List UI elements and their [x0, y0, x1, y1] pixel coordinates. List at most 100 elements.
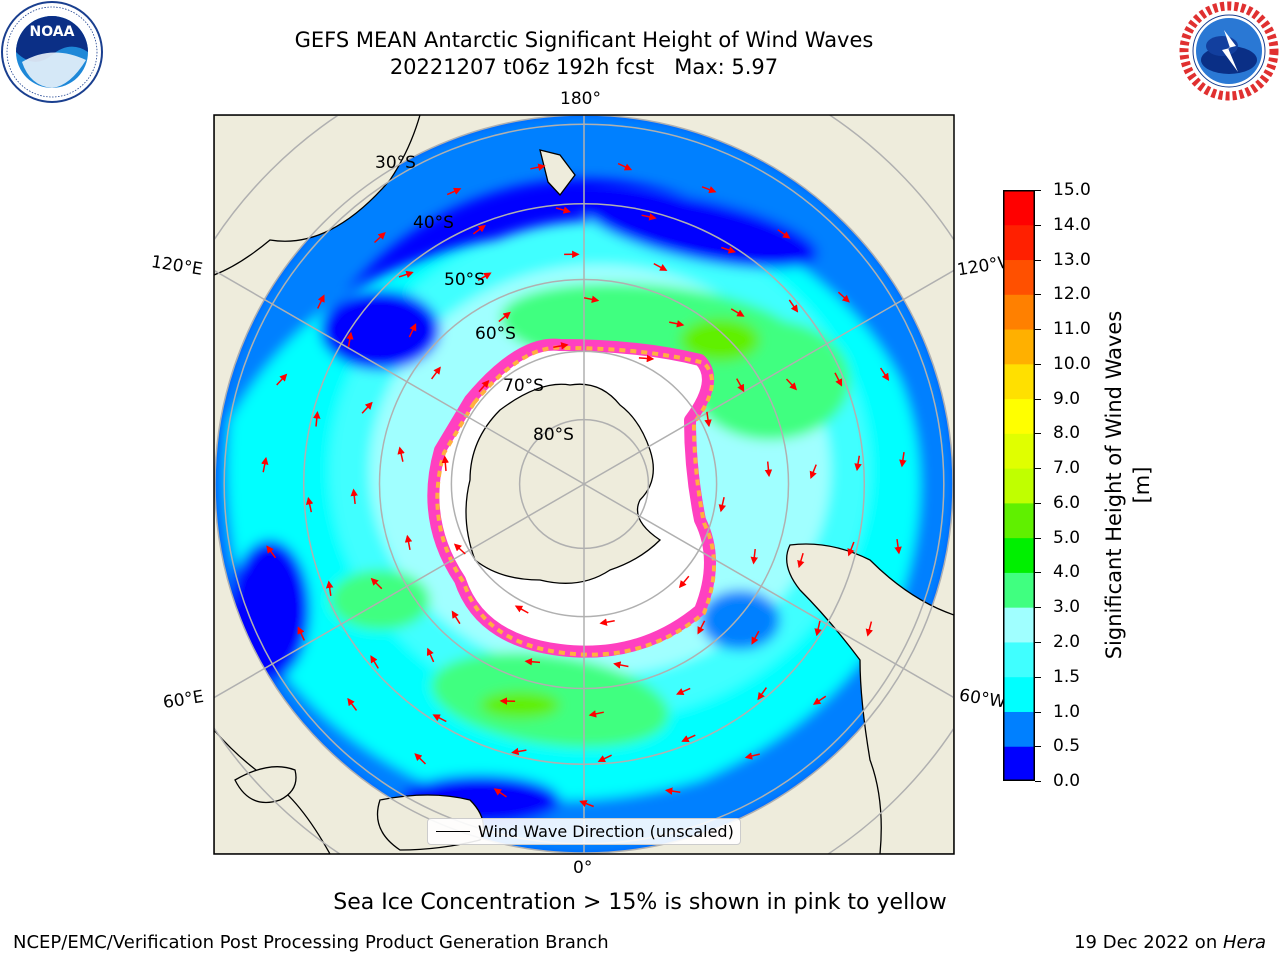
- wind-wave-arrow: [879, 367, 890, 381]
- lat-label-70s: 70°S: [503, 376, 544, 396]
- wind-wave-arrow: [653, 262, 668, 271]
- colorbar-tick-label: 15.0: [1053, 180, 1091, 200]
- colorbar-tick-label: 6.0: [1053, 492, 1081, 513]
- colorbar-segment: [1003, 329, 1035, 365]
- colorbar-tick-label: 8.0: [1053, 423, 1081, 444]
- noaa-logo-text: NOAA: [30, 24, 75, 40]
- wind-wave-arrow: [361, 401, 373, 414]
- wind-wave-arrow: [266, 545, 277, 559]
- new-zealand-land: [539, 149, 576, 197]
- colorbar-tick-mark: [1035, 398, 1041, 400]
- colorbar-tick-label: 1.5: [1053, 666, 1081, 687]
- wind-wave-arrow: [414, 753, 427, 765]
- graticule: [214, 115, 954, 854]
- colorbar-tick-mark: [1035, 329, 1041, 331]
- colorbar-tick-mark: [1035, 676, 1041, 678]
- colorbar-label: Significant Height of Wind Waves [m]: [1102, 310, 1154, 660]
- wind-wave-arrow: [678, 575, 690, 589]
- wind-wave-arrow: [718, 497, 726, 513]
- wind-wave-arrow: [721, 246, 737, 254]
- lat-label-50s: 50°S: [444, 270, 485, 290]
- wind-wave-arrow: [812, 695, 827, 705]
- wind-wave-arrow: [432, 714, 447, 723]
- wind-wave-arrow: [757, 687, 768, 701]
- wind-wave-arrow: [446, 187, 462, 196]
- colorbar-segment: [1003, 398, 1035, 434]
- meridian-line: [214, 483, 585, 699]
- colorbar-segment: [1003, 433, 1035, 469]
- colorbar-segment: [1003, 746, 1035, 781]
- colorbar-tick-mark: [1035, 572, 1041, 574]
- date-label: 19 Dec 2022 on: [1074, 932, 1223, 953]
- wind-wave-arrow: [404, 534, 413, 551]
- colorbar-tick-mark: [1035, 363, 1041, 365]
- wind-wave-arrow: [599, 618, 615, 626]
- colorbar-tick-label: 9.0: [1053, 388, 1081, 409]
- map-legend: Wind Wave Direction (unscaled): [427, 818, 741, 845]
- wind-wave-arrow: [588, 710, 604, 718]
- wind-wave-arrows: [261, 162, 907, 808]
- colorbar-tick-mark: [1035, 468, 1041, 470]
- chart-subtitle: 20221207 t06z 192h fcst Max: 5.97: [389, 55, 779, 79]
- lat-label-30s: 30°S: [375, 153, 416, 173]
- colorbar-tick-label: 11.0: [1053, 319, 1091, 340]
- lat-label-80s: 80°S: [533, 425, 574, 445]
- south-america-land: [786, 543, 954, 854]
- colorbar-segment: [1003, 502, 1035, 539]
- wind-wave-arrow: [276, 373, 288, 386]
- wind-wave-arrow: [834, 372, 843, 387]
- wind-wave-arrow: [350, 488, 358, 504]
- lon-label-180: 180°: [560, 89, 601, 109]
- wind-wave-arrow: [681, 734, 696, 742]
- machine-name: Hera: [1222, 932, 1266, 953]
- colorbar-tick-label: 3.0: [1053, 597, 1081, 618]
- colorbar-tick-mark: [1035, 190, 1041, 191]
- colorbar-tick-mark: [1035, 502, 1041, 504]
- wind-wave-arrow: [511, 747, 527, 756]
- wind-wave-arrow: [764, 461, 773, 478]
- wind-wave-arrow: [809, 464, 817, 479]
- wind-wave-arrow: [426, 647, 435, 663]
- colorbar-segment: [1003, 641, 1035, 678]
- wind-wave-arrow: [370, 655, 379, 669]
- legend-label: Wind Wave Direction (unscaled): [478, 822, 734, 841]
- colorbar-tick-label: 14.0: [1053, 214, 1091, 235]
- wind-wave-arrow: [453, 543, 466, 555]
- wind-wave-arrow: [347, 697, 358, 711]
- wind-wave-arrow: [697, 620, 706, 635]
- noaa-logo: NOAA: [1, 1, 103, 103]
- colorbar-tick-mark: [1035, 607, 1041, 609]
- colorbar-segment: [1003, 468, 1035, 504]
- colorbar-segment: [1003, 572, 1035, 608]
- wind-wave-arrow: [514, 605, 529, 614]
- wind-wave-arrow: [613, 661, 629, 669]
- colorbar-tick-mark: [1035, 224, 1041, 226]
- wind-wave-arrow: [617, 162, 633, 171]
- colorbar-tick-mark: [1035, 433, 1041, 435]
- wind-wave-arrow: [317, 294, 325, 309]
- wind-wave-arrow: [744, 752, 760, 760]
- colorbar-tick-mark: [1035, 537, 1041, 539]
- wind-wave-arrow: [498, 311, 511, 323]
- colorbar-segment: [1003, 607, 1035, 643]
- sea-ice-note: Sea Ice Concentration > 15% is shown in …: [333, 890, 947, 915]
- wind-wave-arrow: [555, 206, 571, 214]
- colorbar-tick-label: 4.0: [1053, 562, 1081, 583]
- wind-wave-arrow: [583, 295, 600, 304]
- wind-wave-arrow: [370, 577, 383, 590]
- colorbar-segment: [1003, 363, 1035, 400]
- wind-wave-arrow: [493, 788, 507, 798]
- colorbar-tick-mark: [1035, 641, 1041, 643]
- wind-wave-arrow: [704, 411, 712, 428]
- colorbar-tick-label: 10.0: [1053, 353, 1091, 374]
- wind-wave-arrow: [397, 446, 405, 462]
- chart-title: GEFS MEAN Antarctic Significant Height o…: [294, 28, 874, 52]
- colorbar-segment: [1003, 190, 1035, 226]
- wind-wave-arrow: [701, 186, 717, 194]
- colorbar-segment: [1003, 711, 1035, 747]
- wind-wave-arrow: [894, 538, 902, 555]
- wind-wave-arrow: [597, 754, 612, 763]
- wind-wave-arrow: [441, 455, 450, 472]
- wind-wave-arrow: [305, 496, 314, 513]
- colorbar-tick-mark: [1035, 746, 1041, 748]
